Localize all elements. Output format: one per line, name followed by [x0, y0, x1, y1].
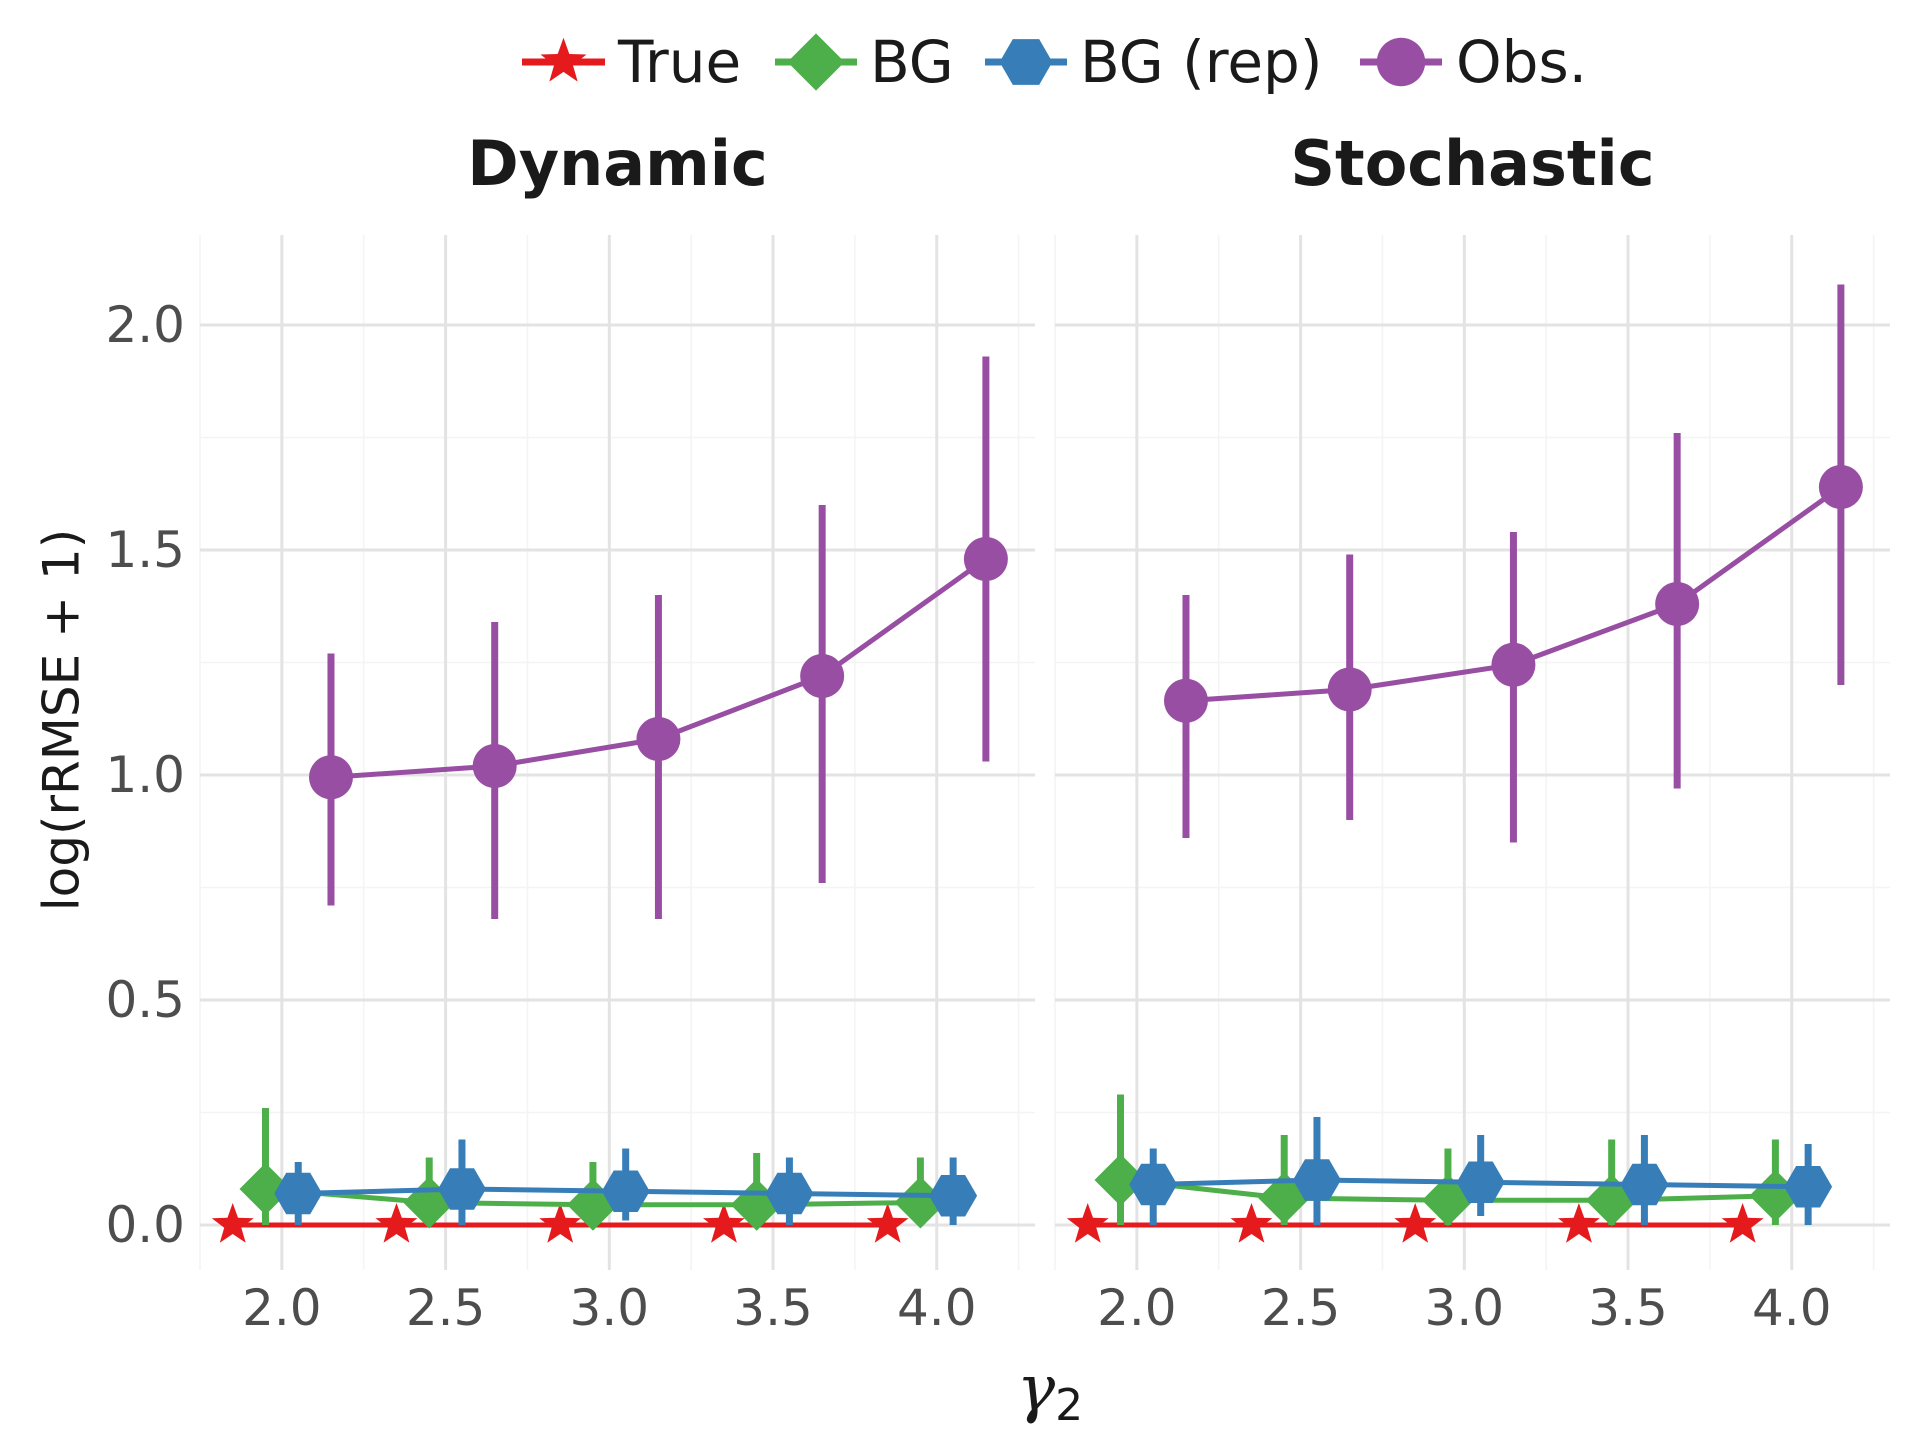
y-tick-label: 1.5	[105, 521, 185, 579]
data-point	[1327, 667, 1372, 712]
data-point	[1456, 1161, 1505, 1203]
data-point	[274, 1172, 323, 1215]
legend-label: True	[617, 28, 741, 96]
data-point	[929, 1175, 978, 1217]
series-true	[1066, 1203, 1764, 1243]
data-point	[1655, 582, 1700, 626]
x-axis-title: γ2	[1017, 1352, 1083, 1431]
panel-title: Stochastic	[1290, 127, 1654, 200]
data-point	[1066, 1203, 1109, 1243]
data-point	[375, 1203, 418, 1243]
data-point	[636, 717, 681, 761]
data-point	[963, 537, 1008, 581]
y-tick-label: 1.0	[105, 746, 185, 804]
panel-title: Dynamic	[467, 127, 767, 200]
data-point	[438, 1168, 486, 1210]
legend-item-true: True	[522, 28, 741, 96]
data-point	[472, 744, 517, 788]
data-point	[539, 1203, 582, 1243]
data-point	[1094, 1154, 1147, 1206]
legend-marker-diamond	[787, 33, 845, 91]
x-tick-label: 2.0	[1097, 1279, 1177, 1337]
legend-marker-star	[540, 37, 587, 82]
legend-item-bg: BG	[775, 28, 954, 96]
x-tick-label: 4.0	[897, 1279, 977, 1337]
data-point	[1558, 1203, 1600, 1243]
x-tick-label: 4.0	[1752, 1279, 1832, 1337]
y-tick-label: 0.0	[105, 1196, 185, 1254]
data-point	[1230, 1203, 1273, 1243]
legend-label: BG (rep)	[1080, 28, 1322, 96]
x-tick-label: 3.0	[1425, 1279, 1505, 1337]
data-point	[1784, 1166, 1833, 1208]
data-point	[866, 1203, 909, 1243]
x-axis-title-main: γ	[1017, 1352, 1056, 1426]
data-point	[765, 1172, 814, 1215]
legend-item-obs: Obs.	[1360, 28, 1587, 96]
data-point	[1129, 1163, 1178, 1206]
data-point	[211, 1203, 254, 1243]
legend: True BG BG (rep) Obs.	[522, 28, 1587, 96]
series-bg-rep	[1129, 1117, 1833, 1225]
x-tick-label: 2.5	[1261, 1279, 1341, 1337]
data-point	[1293, 1159, 1341, 1201]
data-point	[800, 654, 845, 698]
x-axis-title-sub: 2	[1055, 1380, 1083, 1431]
data-point	[1721, 1203, 1764, 1243]
y-tick-label: 2.0	[105, 296, 185, 354]
x-tick-label: 3.5	[1588, 1279, 1668, 1337]
panel-stochastic: Stochastic 2.0 2.5 3.0 3.5 4.0	[1054, 127, 1890, 1337]
legend-label: Obs.	[1456, 28, 1587, 96]
x-tick-label: 2.0	[242, 1279, 322, 1337]
data-point	[703, 1203, 745, 1243]
data-point	[308, 755, 353, 800]
data-point	[239, 1163, 292, 1215]
data-point	[1620, 1163, 1669, 1206]
data-point	[1491, 642, 1536, 687]
x-tick-label: 2.5	[406, 1279, 486, 1337]
legend-marker-hexagon	[999, 39, 1053, 85]
legend-marker-circle	[1376, 37, 1426, 87]
legend-item-bg-rep: BG (rep)	[985, 28, 1322, 96]
x-tick-label: 3.5	[733, 1279, 813, 1337]
series-true	[211, 1203, 909, 1243]
data-point	[1818, 465, 1863, 509]
data-point	[1394, 1203, 1437, 1243]
panel-dynamic: Dynamic 2.0 2.5 3.0 3.5 4.0 0.0 0.5 1.0 1.5 2.0	[105, 127, 1035, 1337]
series-obs	[1163, 284, 1863, 843]
x-tick-label: 3.0	[570, 1279, 650, 1337]
data-point	[1163, 678, 1208, 723]
data-point	[601, 1170, 650, 1212]
series-bg-rep	[274, 1139, 978, 1225]
legend-label: BG	[870, 28, 954, 96]
series-obs	[308, 356, 1008, 919]
y-tick-label: 0.5	[105, 971, 185, 1029]
y-axis-title: log(rRMSE + 1)	[33, 529, 91, 912]
